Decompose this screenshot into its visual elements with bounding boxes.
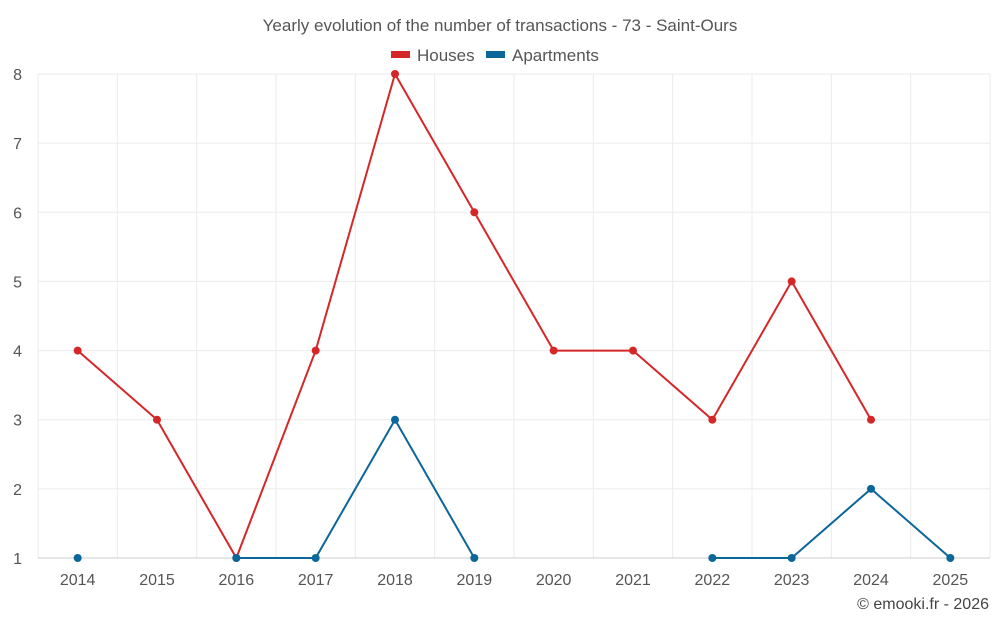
x-tick-label: 2015	[139, 572, 175, 589]
legend-swatch-apartments	[486, 51, 505, 58]
data-point-apartments-2019	[470, 554, 479, 562]
y-tick-label: 7	[13, 136, 22, 153]
y-tick-label: 2	[13, 482, 22, 499]
series-apartments	[73, 415, 955, 562]
data-point-houses-2017	[311, 346, 320, 355]
data-point-apartments-2023	[787, 554, 796, 562]
x-tick-label: 2024	[853, 572, 889, 589]
series-houses	[73, 70, 875, 562]
legend-item-houses[interactable]: Houses	[391, 46, 475, 65]
data-point-apartments-2024	[867, 484, 875, 493]
x-tick-label: 2018	[377, 572, 413, 589]
legend-swatch-houses	[391, 51, 410, 58]
data-point-apartments-2018	[391, 415, 399, 424]
data-point-houses-2020	[549, 346, 558, 355]
y-tick-label: 8	[13, 67, 22, 84]
y-tick-label: 5	[13, 274, 22, 291]
data-point-houses-2019	[470, 208, 479, 217]
y-tick-label: 4	[13, 344, 22, 361]
data-point-houses-2022	[708, 415, 717, 424]
data-point-houses-2021	[629, 346, 637, 355]
x-tick-label: 2016	[219, 572, 255, 589]
legend-item-apartments[interactable]: Apartments	[486, 46, 599, 65]
y-tick-label: 1	[13, 551, 22, 568]
x-tick-label: 2014	[60, 572, 96, 589]
x-tick-label: 2021	[615, 572, 651, 589]
legend-label-houses: Houses	[417, 46, 475, 65]
chart-title: Yearly evolution of the number of transa…	[263, 16, 738, 35]
axes: 1 2 3 4 5 6 7 8 2014 2015 2016 2017 2018 2019 2020 2021…	[13, 67, 990, 589]
x-tick-label: 2023	[774, 572, 810, 589]
data-point-houses-2023	[787, 277, 796, 286]
series	[73, 70, 955, 562]
grid	[37, 73, 991, 558]
x-tick-label: 2020	[536, 572, 572, 589]
data-point-apartments-2016	[232, 554, 241, 562]
x-tick-label: 2025	[933, 572, 969, 589]
data-point-houses-2015	[153, 415, 161, 424]
legend: Houses Apartments	[391, 46, 599, 65]
series-line-apartments	[236, 418, 476, 559]
data-point-apartments-2022	[708, 554, 717, 562]
data-point-houses-2018	[391, 70, 399, 78]
data-point-apartments-2025	[946, 554, 955, 562]
y-tick-label: 3	[13, 413, 22, 430]
data-point-houses-2024	[867, 415, 875, 424]
legend-label-apartments: Apartments	[512, 46, 599, 65]
series-line-apartments	[712, 487, 951, 559]
data-point-apartments-2017	[311, 554, 320, 562]
data-point-houses-2014	[73, 346, 82, 355]
credit-text: © emooki.fr - 2026	[857, 596, 989, 613]
x-tick-label: 2017	[298, 572, 334, 589]
data-point-apartments-2014	[73, 554, 82, 562]
x-tick-label: 2022	[695, 572, 731, 589]
x-tick-label: 2019	[457, 572, 493, 589]
y-tick-label: 6	[13, 205, 22, 222]
